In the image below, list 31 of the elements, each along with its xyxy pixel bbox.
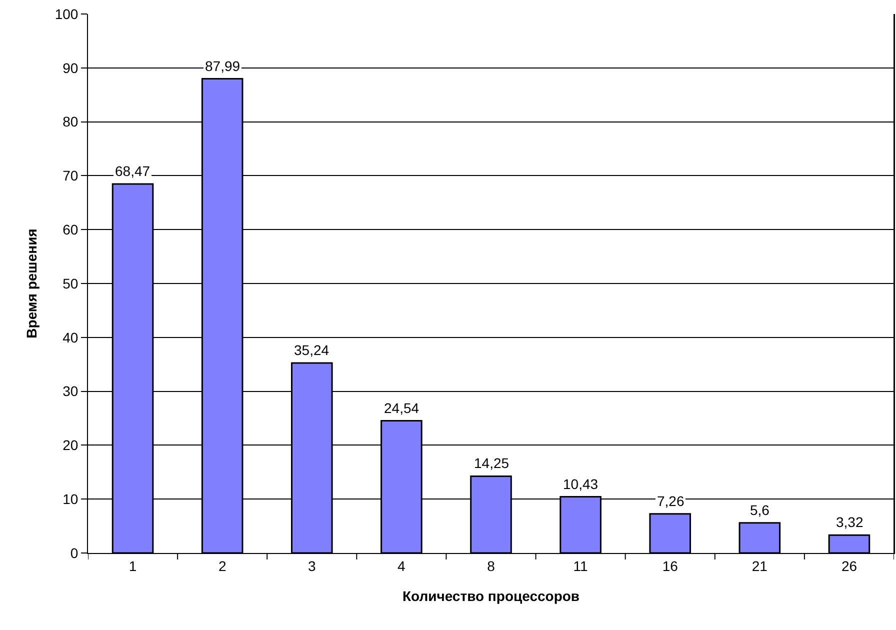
y-tick-label: 10 [62,491,78,507]
data-label: 24,54 [384,400,420,416]
x-tick-label: 8 [487,558,496,574]
x-tick-label: 16 [662,558,678,574]
x-tick-label: 11 [573,558,588,574]
y-axis-title: Время решения [23,228,40,338]
y-tick-label: 50 [62,275,78,292]
data-label: 10,43 [563,476,598,492]
y-tick-label: 20 [62,437,78,454]
y-tick-label: 80 [62,114,78,130]
x-axis-title: Количество процессоров [402,588,580,604]
y-tick-label: 40 [62,329,78,346]
y-tick-label: 100 [54,6,78,22]
x-tick-label: 26 [841,558,858,574]
y-tick-label: 30 [62,383,78,400]
y-tick-label: 0 [70,544,78,561]
data-label: 14,25 [474,455,510,471]
x-tick-label: 3 [308,558,316,574]
data-label: 87,99 [205,58,240,74]
y-tick-label: 60 [62,222,78,238]
data-label: 68,47 [115,163,150,179]
x-tick-label: 2 [218,558,226,574]
y-tick-label: 70 [62,168,78,184]
data-label: 5,6 [750,502,770,518]
x-tick-label: 21 [752,558,768,574]
data-label: 7,26 [657,493,684,509]
x-tick-label: 4 [398,558,406,574]
data-label: 3,32 [836,514,864,530]
data-label: 35,24 [294,342,330,358]
y-tick-label: 90 [62,60,78,76]
x-tick-label: 1 [128,558,137,574]
